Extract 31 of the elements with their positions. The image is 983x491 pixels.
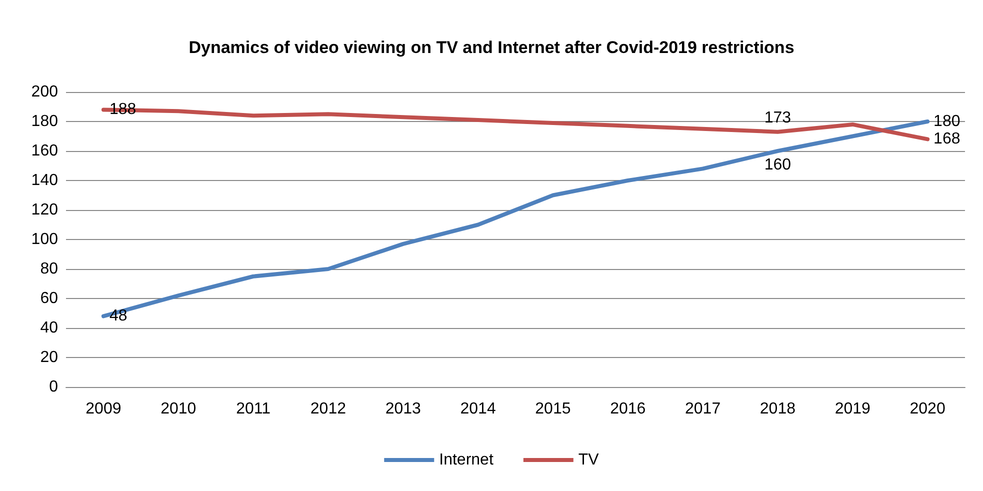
legend-label: TV (578, 452, 600, 468)
y-tick-label: 20 (40, 349, 58, 366)
data-label: 168 (934, 130, 960, 148)
x-tick-label: 2009 (86, 400, 122, 418)
x-tick-label: 2018 (760, 400, 796, 418)
y-tick-label: 200 (31, 84, 58, 100)
data-label: 160 (764, 156, 792, 174)
x-tick-label: 2019 (834, 400, 871, 418)
chart-title: Dynamics of video viewing on TV and Internet after Covid-2019 restrictions (188, 38, 794, 57)
y-tick-label: 60 (40, 290, 58, 307)
legend-label: Internet (439, 452, 494, 468)
y-tick-label: 180 (31, 113, 58, 130)
y-tick-label: 100 (31, 231, 58, 248)
x-tick-label: 2017 (684, 400, 721, 418)
x-tick-label: 2020 (910, 400, 946, 418)
x-tick-label: 2014 (460, 400, 496, 418)
y-tick-label: 0 (49, 378, 58, 396)
y-tick-label: 120 (31, 202, 58, 218)
x-tick-label: 2015 (535, 400, 571, 418)
data-label: 180 (934, 113, 960, 130)
y-tick-label: 40 (40, 320, 58, 336)
x-tick-label: 2011 (236, 400, 271, 418)
data-label: 188 (109, 101, 136, 118)
y-tick-label: 160 (31, 142, 58, 160)
y-tick-label: 140 (31, 172, 58, 189)
x-tick-label: 2016 (610, 400, 646, 418)
x-tick-label: 2010 (160, 400, 196, 418)
y-tick-label: 80 (40, 260, 58, 278)
x-tick-label: 2013 (385, 400, 422, 418)
x-tick-label: 2012 (310, 400, 346, 418)
data-label: 173 (764, 109, 792, 126)
